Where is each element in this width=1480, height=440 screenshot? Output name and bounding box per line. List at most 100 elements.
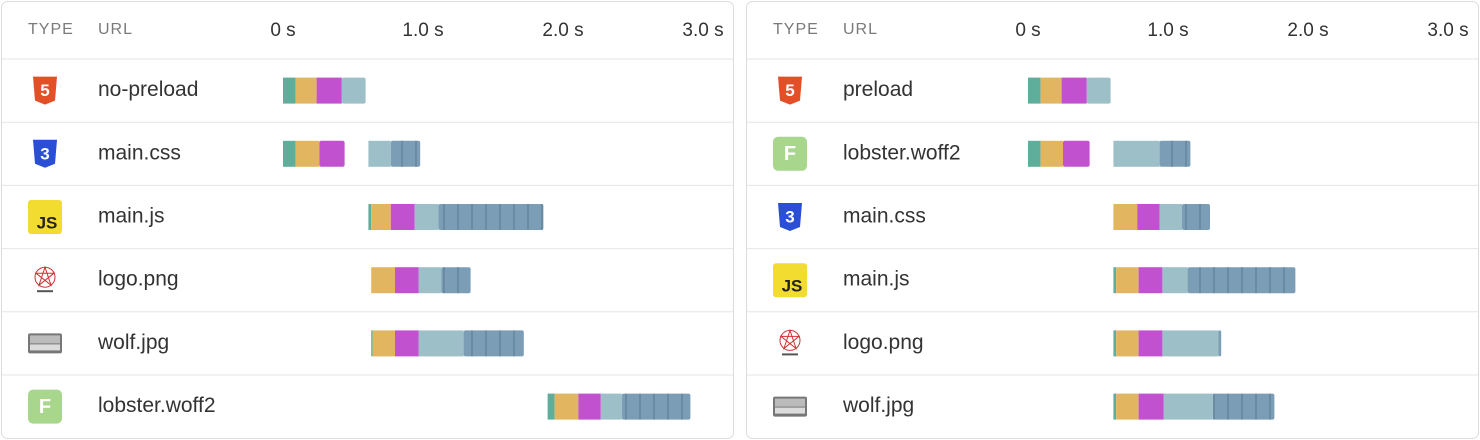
- timing-segment: [1040, 77, 1062, 104]
- url-label: main.js: [843, 268, 910, 291]
- timing-segment: [600, 393, 622, 420]
- x-tick-label: 3.0 s: [1427, 20, 1468, 41]
- request-row: wolf.jpg: [2, 330, 733, 376]
- timing-bar: [283, 140, 345, 167]
- timing-bar: [1113, 204, 1210, 230]
- request-row: logo.png: [747, 328, 1478, 376]
- file-icon: [773, 396, 807, 417]
- icon-label: 3: [40, 144, 49, 163]
- file-icon: [779, 328, 801, 356]
- x-tick-label: 1.0 s: [1147, 20, 1188, 41]
- file-icon: [773, 263, 807, 298]
- request-row: wolf.jpg: [773, 393, 1275, 420]
- timing-segment: [418, 330, 464, 357]
- url-label: preload: [843, 78, 913, 101]
- timing-segment: [1028, 77, 1041, 104]
- timing-segment: [395, 267, 419, 294]
- timing-segment: [1163, 393, 1213, 420]
- timing-segment: [390, 204, 415, 230]
- timing-bar: [1028, 77, 1111, 104]
- timing-segment: [1138, 393, 1164, 420]
- timing-segment: [1116, 267, 1139, 294]
- request-row: logo.png: [2, 265, 733, 313]
- timing-segment: [295, 140, 320, 167]
- icon-label: 5: [40, 81, 49, 100]
- timing-bar: [1113, 140, 1191, 167]
- timing-segment: [1113, 140, 1160, 167]
- timing-bar: [368, 204, 544, 230]
- waterfall-panel: TYPE URL 0 s 1.0 s 2.0 s 3.0 s 5 preload F lobste…: [746, 1, 1479, 439]
- timing-segment: [1086, 77, 1111, 104]
- url-label: logo.png: [98, 268, 179, 291]
- file-icon: [773, 136, 807, 171]
- timing-segment: [1138, 267, 1163, 294]
- timing-segment: [1063, 140, 1090, 167]
- timing-segment: [1138, 330, 1163, 357]
- timing-bar: [547, 393, 691, 420]
- x-tick-label: 2.0 s: [1287, 20, 1328, 41]
- timing-segment: [368, 140, 391, 167]
- timing-segment: [1028, 140, 1041, 167]
- icon-label: 5: [785, 81, 794, 100]
- request-row: JS main.js: [2, 200, 733, 250]
- icon-label: F: [784, 143, 796, 165]
- timing-segment: [295, 77, 317, 104]
- waterfall-panel: TYPE URL 0 s 1.0 s 2.0 s 3.0 s 5 no-preload 3 mai…: [1, 1, 734, 439]
- url-label: wolf.jpg: [842, 394, 914, 417]
- x-tick-label: 0 s: [270, 20, 295, 41]
- timing-segment: [1113, 393, 1117, 420]
- timing-segment: [1162, 330, 1219, 357]
- request-row: 3 main.css: [747, 203, 1478, 250]
- x-tick-label: 1.0 s: [402, 20, 443, 41]
- icon-label: JS: [37, 213, 58, 232]
- url-label: no-preload: [98, 78, 198, 101]
- timing-segment: [1137, 204, 1160, 230]
- file-icon: [34, 265, 56, 293]
- timing-bar: [1028, 140, 1090, 167]
- timing-bar: [371, 267, 471, 294]
- file-icon: [33, 139, 57, 168]
- timing-segment: [414, 204, 439, 230]
- x-tick-label: 0 s: [1015, 20, 1040, 41]
- icon-label: JS: [782, 277, 803, 296]
- timing-segment: [283, 140, 296, 167]
- x-tick-label: 2.0 s: [542, 20, 583, 41]
- panel-frame: [1, 1, 734, 439]
- timing-bar: [283, 77, 366, 104]
- timing-bar: [371, 330, 524, 357]
- timing-segment: [1113, 267, 1117, 294]
- timing-segment: [547, 393, 555, 420]
- url-label: lobster.woff2: [98, 394, 216, 417]
- file-icon: [28, 200, 62, 234]
- file-icon: [778, 203, 802, 231]
- x-tick-label: 3.0 s: [682, 20, 723, 41]
- icon-label: 3: [785, 207, 794, 226]
- file-icon: [28, 333, 62, 354]
- timing-segment: [1116, 393, 1139, 420]
- url-label: wolf.jpg: [97, 331, 169, 354]
- url-label: main.css: [843, 205, 926, 228]
- timing-segment: [368, 204, 372, 230]
- url-label: main.js: [98, 205, 165, 228]
- url-label: lobster.woff2: [843, 141, 961, 164]
- timing-segment: [283, 77, 296, 104]
- timing-segment: [316, 77, 342, 104]
- timing-segment: [554, 393, 579, 420]
- timing-segment: [1061, 77, 1087, 104]
- timing-segment: [1040, 140, 1063, 167]
- column-header: URL: [843, 21, 878, 38]
- file-icon: [28, 389, 62, 424]
- panel-frame: [746, 1, 1479, 439]
- timing-segment: [341, 77, 366, 104]
- timing-segment: [1113, 330, 1117, 357]
- timing-segment: [371, 204, 391, 230]
- timing-segment: [1162, 267, 1188, 294]
- timing-bar: [368, 140, 421, 167]
- timing-segment: [395, 330, 419, 357]
- url-label: main.css: [98, 141, 181, 164]
- timing-segment: [371, 330, 373, 357]
- request-row: JS main.js: [747, 263, 1478, 313]
- timing-segment: [372, 330, 395, 357]
